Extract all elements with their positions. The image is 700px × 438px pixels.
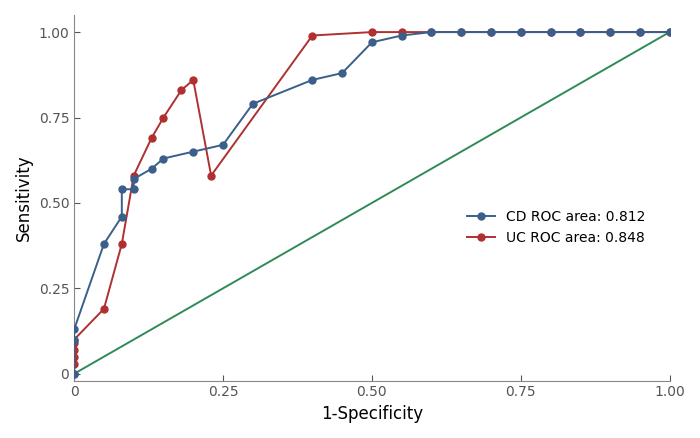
CD ROC area: 0.812: (0.45, 0.88): 0.812: (0.45, 0.88) bbox=[338, 71, 346, 76]
CD ROC area: 0.812: (0.65, 1): 0.812: (0.65, 1) bbox=[457, 29, 466, 35]
CD ROC area: 0.812: (0.15, 0.63): 0.812: (0.15, 0.63) bbox=[160, 156, 168, 161]
CD ROC area: 0.812: (0.1, 0.54): 0.812: (0.1, 0.54) bbox=[130, 187, 138, 192]
UC ROC area: 0.848: (0, 0.03): 0.848: (0, 0.03) bbox=[70, 361, 78, 366]
UC ROC area: 0.848: (0.65, 1): 0.848: (0.65, 1) bbox=[457, 29, 466, 35]
UC ROC area: 0.848: (0, 0): 0.848: (0, 0) bbox=[70, 371, 78, 376]
UC ROC area: 0.848: (1, 1): 0.848: (1, 1) bbox=[666, 29, 674, 35]
UC ROC area: 0.848: (0.13, 0.69): 0.848: (0.13, 0.69) bbox=[148, 135, 156, 141]
UC ROC area: 0.848: (0, 0.05): 0.848: (0, 0.05) bbox=[70, 354, 78, 359]
CD ROC area: 0.812: (0.75, 1): 0.812: (0.75, 1) bbox=[517, 29, 525, 35]
CD ROC area: 0.812: (0.25, 0.67): 0.812: (0.25, 0.67) bbox=[219, 142, 228, 148]
UC ROC area: 0.848: (0.15, 0.75): 0.848: (0.15, 0.75) bbox=[160, 115, 168, 120]
UC ROC area: 0.848: (0, 0.1): 0.848: (0, 0.1) bbox=[70, 337, 78, 342]
Y-axis label: Sensitivity: Sensitivity bbox=[15, 155, 33, 241]
CD ROC area: 0.812: (0.6, 1): 0.812: (0.6, 1) bbox=[427, 29, 435, 35]
UC ROC area: 0.848: (0.18, 0.83): 0.848: (0.18, 0.83) bbox=[177, 88, 186, 93]
UC ROC area: 0.848: (0.8, 1): 0.848: (0.8, 1) bbox=[546, 29, 554, 35]
UC ROC area: 0.848: (0.9, 1): 0.848: (0.9, 1) bbox=[606, 29, 615, 35]
UC ROC area: 0.848: (0.1, 0.58): 0.848: (0.1, 0.58) bbox=[130, 173, 138, 178]
CD ROC area: 0.812: (0.9, 1): 0.812: (0.9, 1) bbox=[606, 29, 615, 35]
UC ROC area: 0.848: (0.55, 1): 0.848: (0.55, 1) bbox=[398, 29, 406, 35]
CD ROC area: 0.812: (0.1, 0.57): 0.812: (0.1, 0.57) bbox=[130, 177, 138, 182]
CD ROC area: 0.812: (0.2, 0.65): 0.812: (0.2, 0.65) bbox=[189, 149, 197, 154]
Line: UC ROC area: 0.848: UC ROC area: 0.848 bbox=[71, 28, 673, 377]
CD ROC area: 0.812: (0.4, 0.86): 0.812: (0.4, 0.86) bbox=[308, 77, 316, 82]
UC ROC area: 0.848: (0, 0.09): 0.848: (0, 0.09) bbox=[70, 340, 78, 346]
CD ROC area: 0.812: (0.05, 0.38): 0.812: (0.05, 0.38) bbox=[99, 241, 108, 247]
CD ROC area: 0.812: (0, 0.13): 0.812: (0, 0.13) bbox=[70, 327, 78, 332]
CD ROC area: 0.812: (0.3, 0.79): 0.812: (0.3, 0.79) bbox=[248, 101, 257, 106]
CD ROC area: 0.812: (0, 0): 0.812: (0, 0) bbox=[70, 371, 78, 376]
UC ROC area: 0.848: (0.23, 0.58): 0.848: (0.23, 0.58) bbox=[207, 173, 216, 178]
UC ROC area: 0.848: (0.7, 1): 0.848: (0.7, 1) bbox=[486, 29, 495, 35]
CD ROC area: 0.812: (0.8, 1): 0.812: (0.8, 1) bbox=[546, 29, 554, 35]
CD ROC area: 0.812: (0.95, 1): 0.812: (0.95, 1) bbox=[636, 29, 644, 35]
UC ROC area: 0.848: (0.75, 1): 0.848: (0.75, 1) bbox=[517, 29, 525, 35]
UC ROC area: 0.848: (0.05, 0.19): 0.848: (0.05, 0.19) bbox=[99, 306, 108, 311]
Legend: CD ROC area: 0.812, UC ROC area: 0.848: CD ROC area: 0.812, UC ROC area: 0.848 bbox=[461, 204, 651, 250]
UC ROC area: 0.848: (0.4, 0.99): 0.848: (0.4, 0.99) bbox=[308, 33, 316, 38]
CD ROC area: 0.812: (0.85, 1): 0.812: (0.85, 1) bbox=[576, 29, 584, 35]
UC ROC area: 0.848: (0.5, 1): 0.848: (0.5, 1) bbox=[368, 29, 376, 35]
CD ROC area: 0.812: (0.13, 0.6): 0.812: (0.13, 0.6) bbox=[148, 166, 156, 171]
X-axis label: 1-Specificity: 1-Specificity bbox=[321, 405, 423, 423]
Line: CD ROC area: 0.812: CD ROC area: 0.812 bbox=[71, 28, 673, 377]
UC ROC area: 0.848: (0.85, 1): 0.848: (0.85, 1) bbox=[576, 29, 584, 35]
CD ROC area: 0.812: (1, 1): 0.812: (1, 1) bbox=[666, 29, 674, 35]
CD ROC area: 0.812: (0.7, 1): 0.812: (0.7, 1) bbox=[486, 29, 495, 35]
UC ROC area: 0.848: (0.6, 1): 0.848: (0.6, 1) bbox=[427, 29, 435, 35]
UC ROC area: 0.848: (0, 0.07): 0.848: (0, 0.07) bbox=[70, 347, 78, 353]
CD ROC area: 0.812: (0.08, 0.46): 0.812: (0.08, 0.46) bbox=[118, 214, 126, 219]
CD ROC area: 0.812: (0.08, 0.54): 0.812: (0.08, 0.54) bbox=[118, 187, 126, 192]
UC ROC area: 0.848: (0.2, 0.86): 0.848: (0.2, 0.86) bbox=[189, 77, 197, 82]
CD ROC area: 0.812: (0.55, 0.99): 0.812: (0.55, 0.99) bbox=[398, 33, 406, 38]
UC ROC area: 0.848: (0.08, 0.38): 0.848: (0.08, 0.38) bbox=[118, 241, 126, 247]
UC ROC area: 0.848: (0.95, 1): 0.848: (0.95, 1) bbox=[636, 29, 644, 35]
CD ROC area: 0.812: (0, 0.1): 0.812: (0, 0.1) bbox=[70, 337, 78, 342]
CD ROC area: 0.812: (0.5, 0.97): 0.812: (0.5, 0.97) bbox=[368, 40, 376, 45]
